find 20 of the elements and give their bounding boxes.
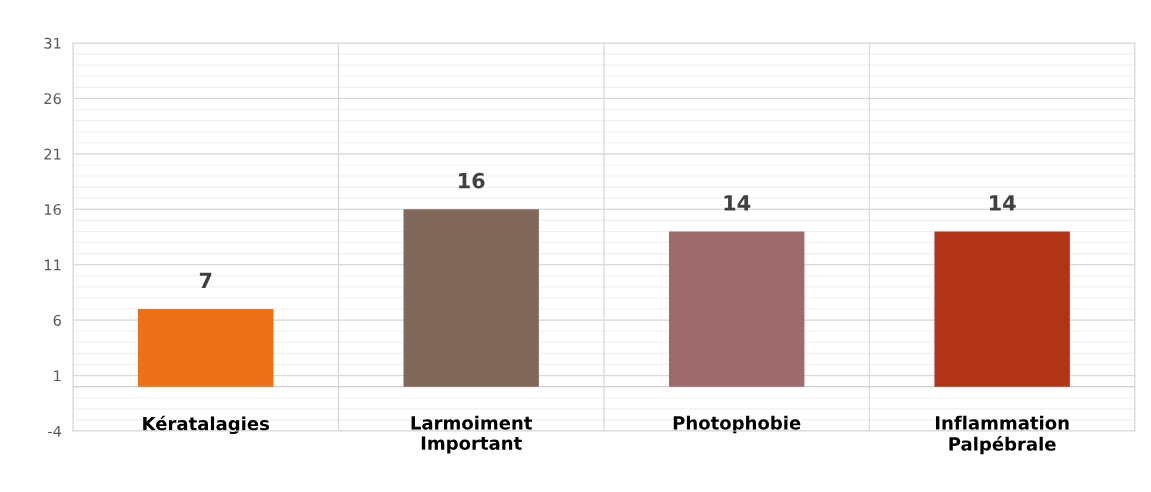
data-label: 7	[199, 272, 212, 289]
y-tick-label: 11	[44, 259, 61, 271]
y-tick-label: 1	[54, 370, 61, 382]
bar	[668, 231, 805, 387]
data-label: 14	[724, 195, 751, 211]
y-tick-label: 6	[53, 314, 61, 326]
y-tick-label: 26	[44, 93, 61, 105]
x-tick-label: Inflammation Palpébrale	[935, 415, 1069, 455]
y-tick-label: 31	[44, 37, 61, 49]
x-tick-label: Larmoiment Important	[411, 415, 533, 454]
x-tick-label: Kératalagies	[143, 415, 270, 435]
y-tick-label: 21	[44, 148, 61, 160]
data-label: 16	[459, 172, 485, 189]
bar	[403, 209, 539, 387]
x-tick-label: Photophobie	[673, 415, 801, 434]
bar	[934, 231, 1070, 387]
data-label: 14	[990, 195, 1016, 211]
bar	[138, 309, 274, 387]
y-tick-label: 16	[44, 204, 61, 216]
y-tick-label: -4	[48, 425, 62, 437]
